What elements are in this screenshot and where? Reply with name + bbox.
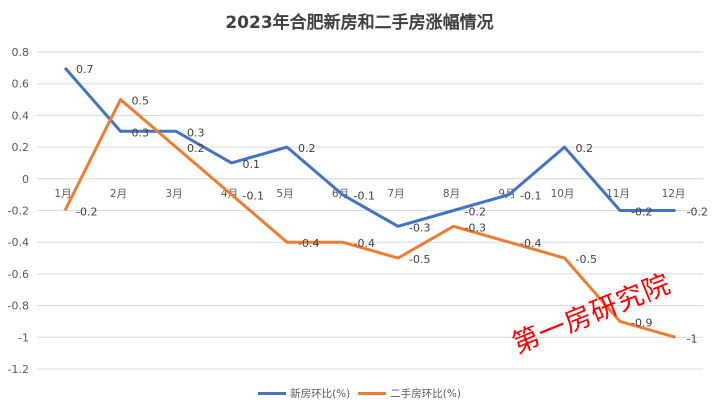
y-tick-label: -1 — [18, 331, 29, 344]
data-label: -0.4 — [354, 237, 375, 250]
legend: 新房环比(%) 二手房环比(%) — [0, 386, 719, 401]
data-label: 0.3 — [187, 126, 205, 139]
data-label: 0.7 — [76, 63, 94, 76]
series-line-new-house[interactable] — [63, 66, 676, 228]
y-tick-label: 0.4 — [12, 109, 30, 122]
data-label: 0.2 — [187, 142, 205, 155]
data-label: -0.5 — [409, 253, 430, 266]
data-label: -0.1 — [243, 190, 264, 203]
y-tick-label: -1.2 — [8, 363, 29, 376]
series-lines — [63, 66, 676, 339]
y-axis-ticks: 0.8 0.6 0.4 0.2 0 -0.2 -0.4 -0.6 -0.8 -1 -1.2 — [8, 46, 29, 376]
data-label: 0.5 — [132, 95, 150, 108]
chart-title: 2023年合肥新房和二手房涨幅情况 — [225, 13, 494, 33]
data-label: 0.3 — [132, 126, 150, 139]
data-label: -0.9 — [631, 316, 652, 329]
legend-label-second-hand: 二手房环比(%) — [390, 388, 461, 400]
data-label: 0.2 — [298, 142, 316, 155]
x-tick-label: 11月 — [606, 188, 630, 200]
data-label: -0.1 — [520, 190, 541, 203]
series-line-second-hand[interactable] — [63, 98, 676, 339]
data-label: 0.2 — [576, 142, 594, 155]
data-label: 0.1 — [243, 158, 261, 171]
x-tick-label: 5月 — [276, 188, 293, 200]
y-tick-label: 0 — [22, 173, 29, 186]
y-tick-label: -0.8 — [8, 300, 29, 313]
data-label: -0.2 — [631, 206, 652, 219]
x-tick-label: 10月 — [551, 188, 575, 200]
data-label: -0.2 — [687, 206, 708, 219]
x-tick-label: 12月 — [662, 188, 686, 200]
data-label: -0.1 — [354, 190, 375, 203]
x-tick-label: 3月 — [165, 188, 182, 200]
y-tick-label: 0.8 — [12, 46, 30, 59]
data-label: -0.4 — [298, 237, 319, 250]
legend-swatch-new-house — [258, 392, 287, 395]
y-tick-label: -0.6 — [8, 268, 29, 281]
data-labels: 0.7 0.3 0.3 0.1 0.2 -0.1 -0.3 -0.2 -0.1 0.2 -0.2 -0… — [76, 63, 708, 345]
data-label: -0.4 — [520, 237, 541, 250]
y-tick-label: 0.2 — [12, 141, 30, 154]
data-label: -0.2 — [465, 206, 486, 219]
legend-swatch-second-hand — [358, 392, 387, 395]
y-tick-label: -0.2 — [8, 205, 29, 218]
x-axis-ticks: 1月 2月 3月 4月 5月 6月 7月 8月 9月 10月 11月 12月 — [54, 188, 685, 200]
legend-item-new-house[interactable]: 新房环比(%) — [258, 386, 350, 401]
x-tick-label: 8月 — [443, 188, 460, 200]
x-tick-label: 7月 — [387, 188, 404, 200]
data-label: -0.5 — [576, 253, 597, 266]
data-label: -0.3 — [409, 221, 430, 234]
legend-label-new-house: 新房环比(%) — [290, 388, 351, 400]
x-tick-label: 1月 — [54, 188, 71, 200]
data-label: -1 — [687, 332, 698, 345]
y-tick-label: -0.4 — [8, 236, 29, 249]
gridlines — [37, 51, 703, 370]
legend-item-second-hand[interactable]: 二手房环比(%) — [358, 386, 461, 401]
data-label: -0.3 — [465, 221, 486, 234]
x-tick-label: 2月 — [110, 188, 127, 200]
data-label: -0.2 — [76, 206, 97, 219]
y-tick-label: 0.6 — [12, 78, 30, 91]
